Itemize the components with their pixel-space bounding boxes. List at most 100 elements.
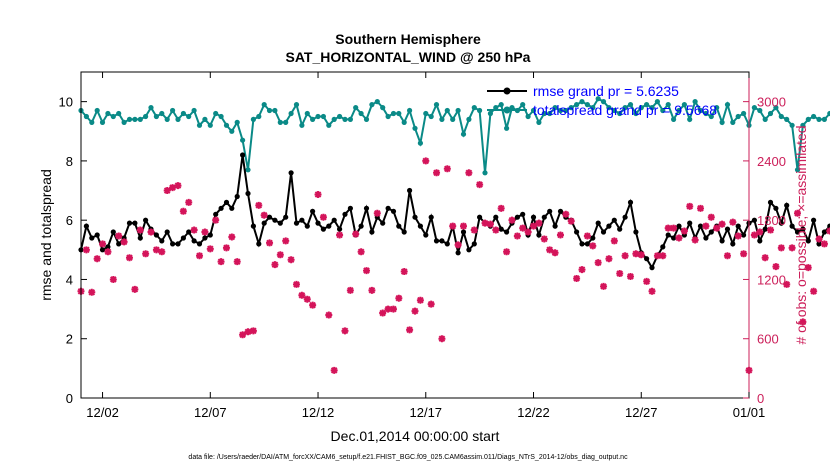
obs-assimilated-marker — [497, 204, 505, 212]
totalspread-point — [633, 110, 639, 117]
obs-assimilated-marker — [767, 226, 775, 234]
obs-assimilated-marker — [298, 291, 306, 299]
rmse-point — [223, 199, 230, 205]
obs-assimilated-marker — [373, 209, 381, 217]
totalspread-point — [256, 113, 262, 120]
obs-assimilated-marker — [680, 227, 688, 235]
obs-assimilated-marker — [788, 244, 796, 252]
obs-assimilated-marker — [675, 234, 683, 242]
obs-assimilated-marker — [600, 282, 608, 290]
y-axis-label-right: # of obs: o=possible; ×=assimilated — [793, 125, 809, 344]
rmse-point — [821, 229, 828, 235]
rmse-point — [730, 241, 736, 247]
totalspread-point — [676, 107, 682, 114]
rmse-point — [557, 208, 564, 214]
totalspread-point — [735, 113, 741, 120]
totalspread-point — [347, 116, 353, 122]
totalspread-point — [665, 102, 671, 108]
obs-assimilated-marker — [395, 294, 403, 302]
rmse-point — [347, 205, 353, 211]
totalspread-point — [245, 167, 251, 173]
obs-assimilated-marker — [147, 228, 155, 236]
rmse-point — [277, 220, 283, 226]
totalspread-point — [180, 110, 186, 117]
totalspread-point — [762, 116, 768, 122]
obs-assimilated-marker — [664, 224, 672, 232]
totalspread-point — [304, 110, 310, 117]
obs-assimilated-marker — [594, 259, 602, 267]
totalspread-point — [730, 119, 736, 125]
rmse-point — [396, 223, 402, 229]
rmse-point — [724, 226, 731, 232]
totalspread-point — [498, 102, 504, 108]
y-tick-label: 6 — [66, 213, 73, 228]
totalspread-point — [417, 140, 423, 146]
rmse-point — [708, 229, 714, 235]
obs-assimilated-marker — [115, 232, 123, 240]
rmse-point — [676, 223, 682, 229]
obs-assimilated-marker — [670, 224, 678, 232]
y-right-tick-label: 3000 — [757, 95, 786, 110]
obs-assimilated-marker — [653, 252, 661, 260]
rmse-point — [460, 229, 467, 235]
x-tick-label: 12/12 — [302, 405, 335, 420]
obs-assimilated-marker — [239, 331, 247, 339]
totalspread-point — [455, 107, 461, 114]
totalspread-point — [170, 107, 176, 114]
obs-assimilated-marker — [449, 222, 457, 230]
obs-assimilated-marker — [174, 182, 182, 190]
totalspread-point — [719, 119, 725, 125]
totalspread-point — [504, 125, 510, 131]
rmse-point — [649, 265, 655, 271]
totalspread-point — [784, 116, 790, 122]
totalspread-point — [202, 116, 208, 122]
obs-assimilated-marker — [163, 187, 171, 195]
y-axis-label: rmse and totalspread — [38, 169, 54, 301]
totalspread-point — [767, 110, 774, 117]
totalspread-point — [450, 116, 456, 122]
totalspread-point — [649, 105, 655, 111]
rmse-point — [439, 238, 445, 244]
obs-assimilated-marker — [686, 202, 694, 210]
totalspread-point — [638, 105, 644, 111]
totalspread-point — [390, 110, 397, 117]
x-tick-label: 12/22 — [517, 405, 550, 420]
rmse-point — [137, 235, 143, 241]
totalspread-point — [369, 102, 375, 108]
rmse-point — [541, 214, 547, 220]
obs-assimilated-marker — [201, 228, 209, 236]
rmse-point — [595, 220, 601, 226]
rmse-point — [827, 223, 830, 229]
rmse-point — [811, 217, 817, 223]
obs-assimilated-marker — [352, 230, 360, 238]
rmse-point — [622, 214, 628, 220]
obs-assimilated-marker — [513, 232, 521, 240]
totalspread-point — [164, 116, 170, 122]
totalspread-point — [132, 116, 138, 122]
obs-assimilated-marker — [697, 204, 705, 212]
totalspread-point — [805, 116, 811, 122]
rmse-point — [611, 217, 617, 223]
rmse-point — [186, 229, 192, 235]
obs-assimilated-marker — [503, 248, 511, 256]
totalspread-point — [627, 102, 634, 108]
totalspread-point — [143, 113, 149, 120]
rmse-point — [170, 241, 176, 247]
obs-assimilated-marker — [567, 217, 575, 225]
rmse-point — [687, 220, 693, 226]
totalspread-point — [105, 110, 111, 117]
rmse-point — [369, 229, 375, 235]
rmse-point — [617, 226, 623, 232]
obs-assimilated-marker — [222, 244, 230, 252]
obs-assimilated-marker — [120, 238, 128, 246]
obs-assimilated-marker — [783, 280, 791, 288]
totalspread-point — [229, 128, 235, 134]
rmse-point — [245, 190, 251, 197]
rmse-point — [315, 220, 321, 226]
obs-assimilated-marker — [637, 251, 645, 259]
rmse-point — [757, 238, 763, 244]
rmse-point — [105, 244, 111, 250]
obs-assimilated-marker — [104, 248, 112, 256]
rmse-point — [266, 214, 273, 220]
totalspread-point — [460, 131, 467, 137]
